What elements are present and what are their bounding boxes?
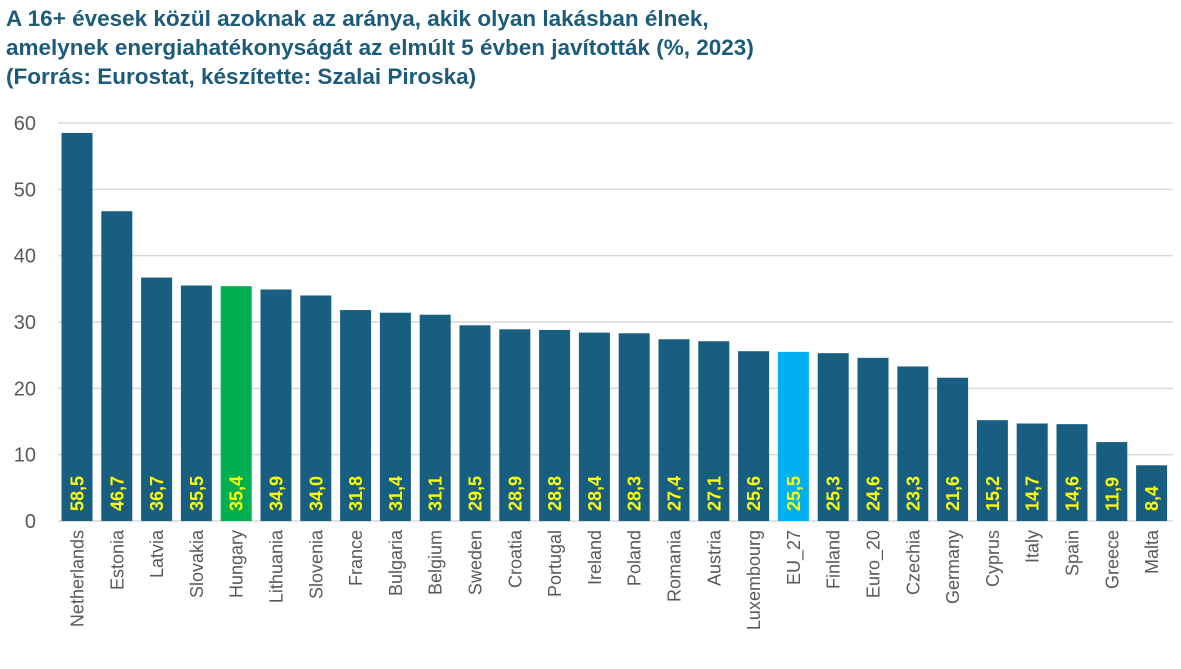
bar — [777, 351, 809, 521]
x-tick-label: Czechia — [903, 529, 923, 595]
bar — [340, 310, 372, 521]
data-label: 28,8 — [545, 476, 565, 511]
data-label: 27,1 — [704, 476, 724, 511]
x-tick-label: Slovenia — [306, 529, 326, 599]
x-tick-label: Belgium — [426, 530, 446, 595]
x-tick-label: Sweden — [466, 530, 486, 595]
x-tick-label: Netherlands — [68, 530, 88, 627]
bar — [141, 277, 173, 521]
x-tick-label: Spain — [1063, 530, 1083, 576]
x-tick-label: Latvia — [147, 529, 167, 578]
data-label: 8,4 — [1142, 486, 1162, 511]
data-label: 11,9 — [1102, 477, 1122, 511]
bar — [499, 329, 531, 521]
bar — [180, 285, 212, 521]
title-line-2: amelynek energiahatékonyságát az elmúlt … — [6, 35, 754, 60]
bar — [698, 341, 730, 521]
data-label: 36,7 — [147, 476, 167, 511]
x-tick-label: Ireland — [585, 530, 605, 585]
x-tick-label: Lithuania — [267, 529, 287, 603]
bar — [1096, 442, 1128, 521]
data-label: 31,1 — [426, 476, 446, 511]
data-label: 29,5 — [466, 476, 486, 511]
data-label: 25,6 — [744, 476, 764, 511]
bar — [300, 295, 332, 521]
bar — [578, 332, 610, 521]
title-line-1: A 16+ évesek közül azoknak az aránya, ak… — [6, 6, 709, 31]
bar — [419, 314, 451, 521]
data-label: 25,5 — [784, 476, 804, 511]
data-label: 34,0 — [306, 476, 326, 511]
data-label: 28,4 — [585, 476, 605, 511]
data-label: 23,3 — [903, 476, 923, 511]
bar — [658, 339, 690, 521]
bar — [817, 353, 849, 521]
data-label: 27,4 — [665, 476, 685, 511]
x-tick-label: EU_27 — [784, 530, 805, 585]
x-tick-label: Romania — [665, 529, 685, 602]
data-label: 28,9 — [505, 476, 525, 511]
bar — [61, 132, 93, 521]
data-label: 31,4 — [386, 476, 406, 511]
x-tick-label: Germany — [943, 530, 963, 604]
data-label: 35,4 — [227, 476, 247, 511]
data-label: 14,7 — [1023, 476, 1043, 511]
y-tick-label: 50 — [14, 179, 36, 201]
x-tick-label: Austria — [704, 529, 724, 586]
x-tick-label: Bulgaria — [386, 529, 406, 596]
bar — [539, 329, 571, 521]
data-label: 25,3 — [824, 476, 844, 511]
y-tick-label: 30 — [14, 312, 36, 334]
x-tick-label: Cyprus — [983, 530, 1003, 587]
y-tick-label: 0 — [25, 511, 36, 533]
x-tick-label: Malta — [1142, 529, 1162, 574]
bar — [459, 325, 491, 521]
bar — [857, 357, 889, 521]
y-tick-label: 40 — [14, 246, 36, 268]
bar — [1016, 423, 1048, 521]
x-tick-label: Euro_20 — [864, 530, 885, 598]
data-label: 31,8 — [346, 476, 366, 511]
x-tick-label: Luxembourg — [744, 530, 764, 630]
bar — [618, 333, 650, 521]
bar — [1056, 424, 1088, 521]
bar — [379, 312, 411, 521]
y-tick-label: 20 — [14, 378, 36, 400]
data-label: 24,6 — [864, 476, 884, 511]
bar — [220, 286, 252, 521]
data-label: 58,5 — [68, 476, 88, 511]
bar — [1136, 465, 1168, 521]
x-tick-label: Croatia — [505, 529, 525, 588]
data-label: 21,6 — [943, 476, 963, 511]
data-label: 14,6 — [1063, 476, 1083, 511]
x-tick-label: Hungary — [227, 530, 247, 598]
x-tick-label: Finland — [824, 530, 844, 589]
data-label: 46,7 — [107, 476, 127, 511]
x-tick-label: Poland — [625, 530, 645, 586]
title-source: (Forrás: Eurostat, készítette: Szalai Pi… — [6, 64, 477, 89]
y-tick-label: 60 — [14, 113, 36, 135]
bar — [101, 211, 133, 521]
y-tick-label: 10 — [14, 445, 36, 467]
bar — [738, 351, 770, 521]
data-label: 15,2 — [983, 476, 1003, 511]
bar — [260, 289, 292, 521]
bar — [976, 420, 1008, 521]
data-label: 34,9 — [267, 476, 287, 511]
chart-title: A 16+ évesek közül azoknak az aránya, ak… — [6, 4, 754, 91]
bar — [937, 377, 969, 521]
x-tick-label: Portugal — [545, 530, 565, 597]
data-label: 28,3 — [625, 476, 645, 511]
bar — [897, 366, 929, 521]
x-tick-label: Italy — [1023, 530, 1043, 563]
x-tick-label: Estonia — [107, 529, 127, 590]
x-tick-label: France — [346, 530, 366, 586]
x-tick-label: Slovakia — [187, 529, 207, 598]
x-tick-label: Greece — [1102, 530, 1122, 589]
data-label: 35,5 — [187, 476, 207, 511]
